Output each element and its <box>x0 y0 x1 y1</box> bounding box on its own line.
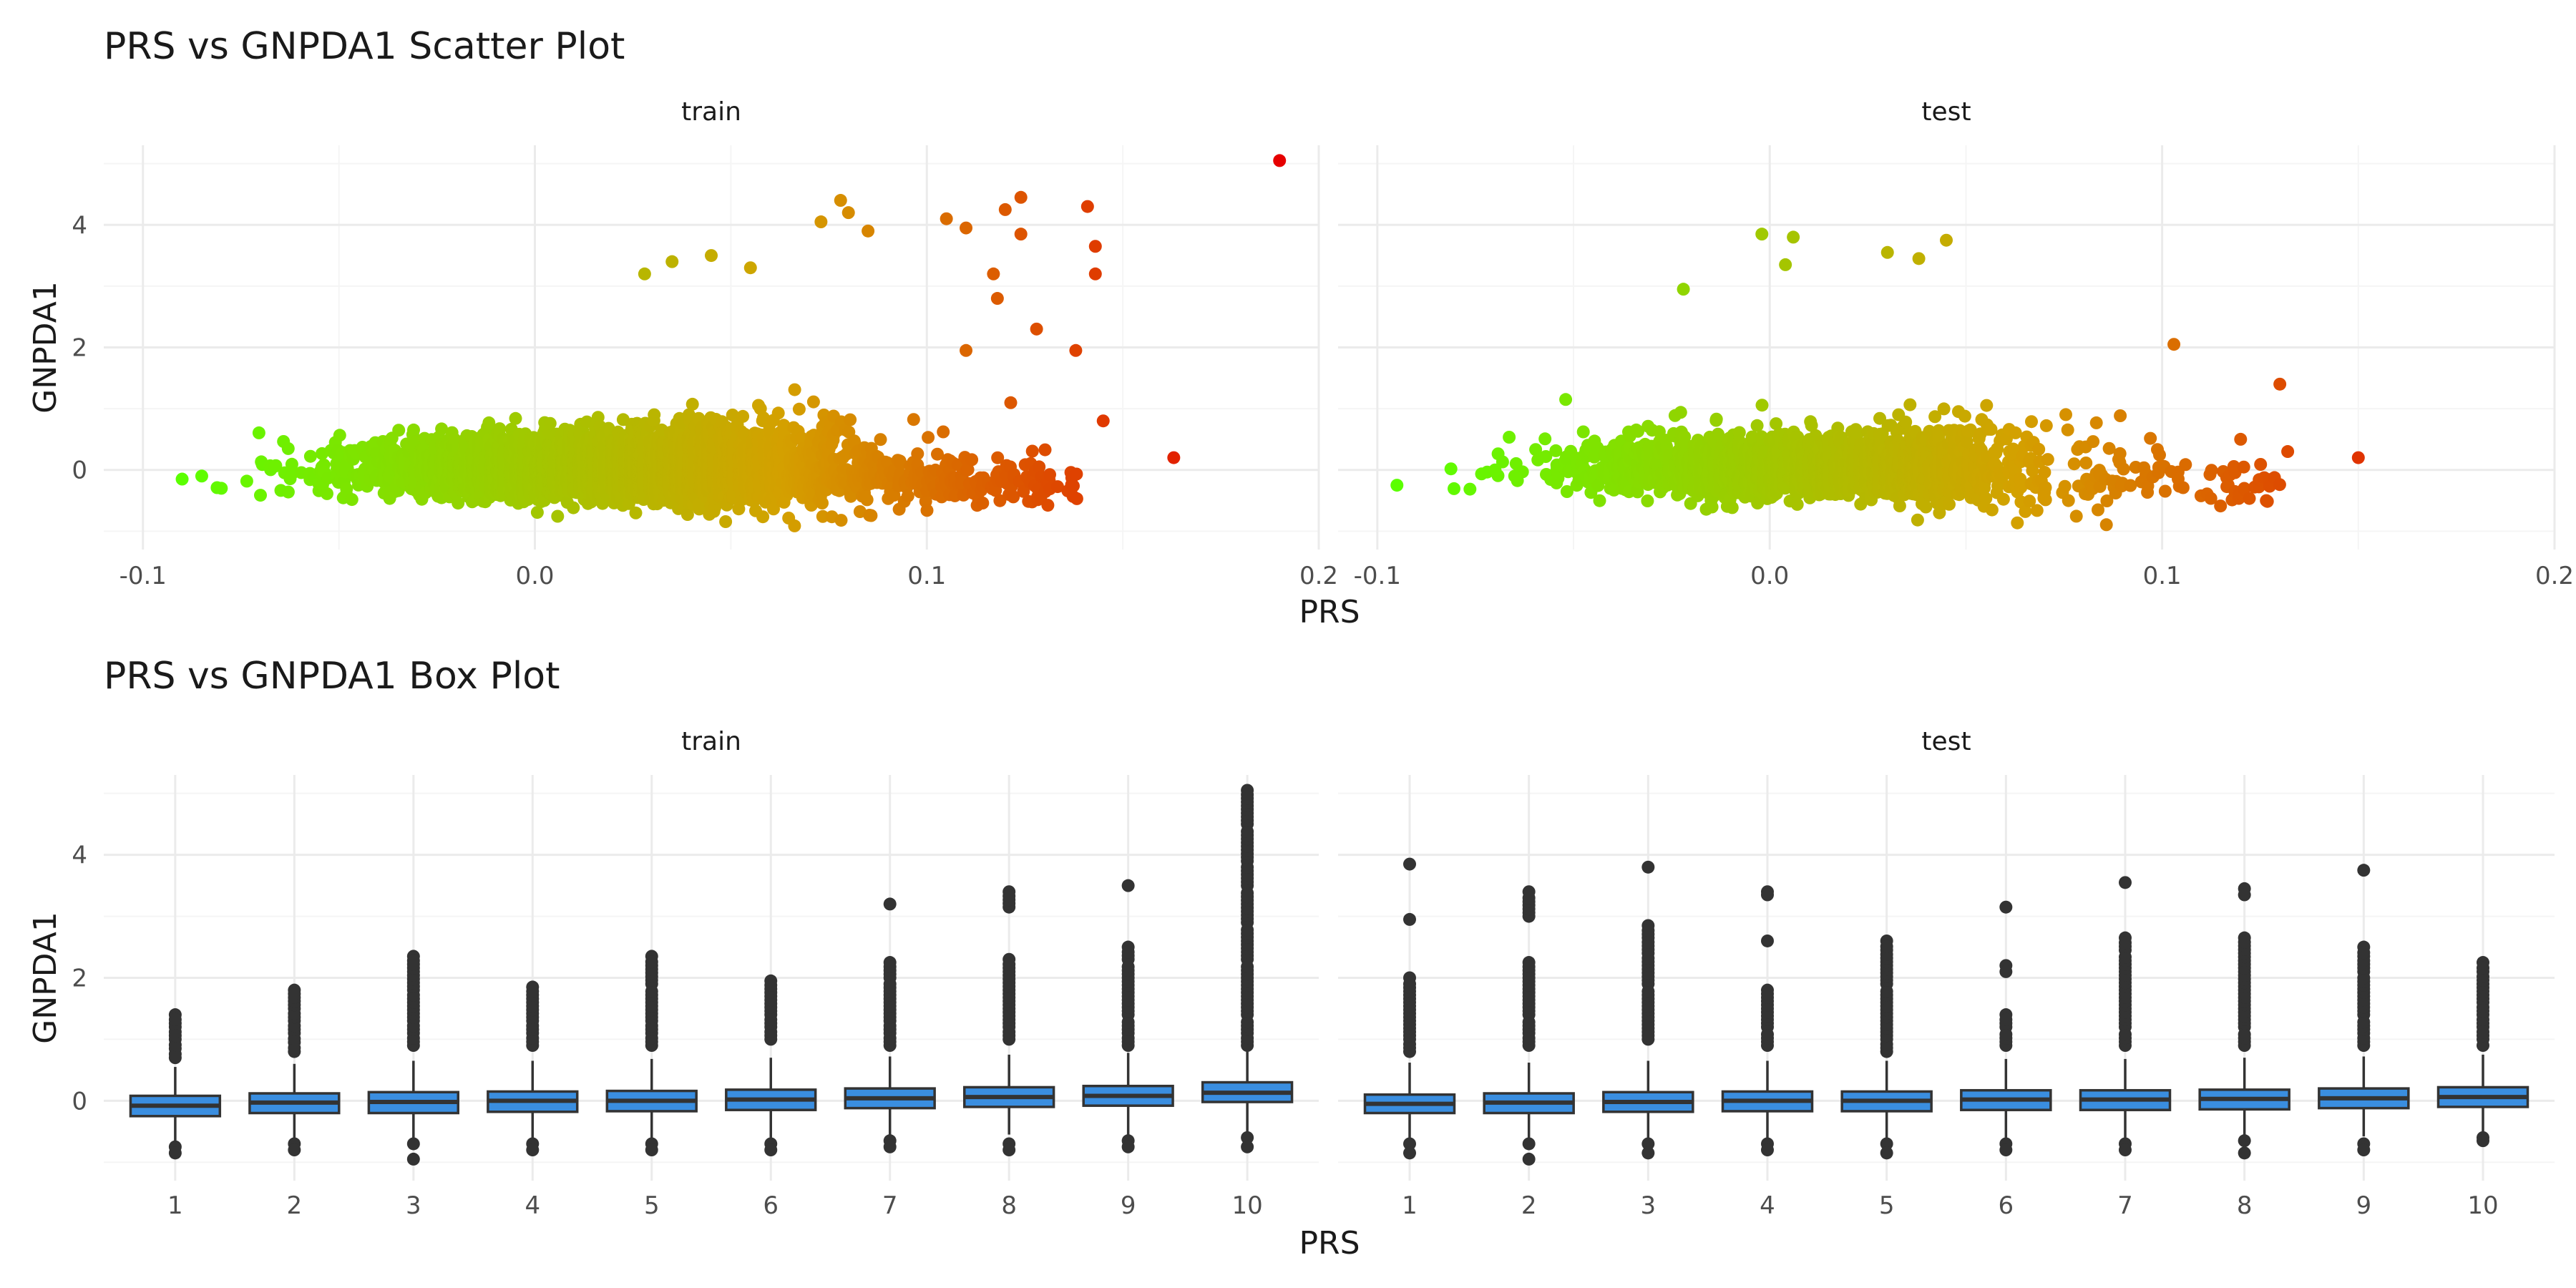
point-cloud-train <box>175 154 1287 532</box>
scatter-point <box>719 515 733 528</box>
scatter-point <box>543 416 557 430</box>
scatter-point <box>736 409 750 423</box>
scatter-point <box>240 474 253 488</box>
scatter-point <box>509 411 522 425</box>
scatter-point <box>340 482 353 496</box>
scatter-point <box>252 426 265 439</box>
scatter-point <box>756 510 770 524</box>
scatter-point <box>254 489 267 502</box>
scatter-point <box>303 449 317 463</box>
scatter-point <box>321 487 333 500</box>
scatter-point <box>333 429 346 442</box>
scatter-point <box>771 406 785 420</box>
scatter-point <box>452 497 465 510</box>
scatter-point <box>788 519 801 532</box>
scatter-point <box>629 506 643 519</box>
scatter-point <box>648 408 661 421</box>
scatter-point <box>435 422 449 436</box>
scatter-panel-train <box>104 145 1320 550</box>
scatter-point <box>281 441 295 455</box>
chart-title-box: PRS vs GNPDA1 Box Plot <box>104 655 560 698</box>
scatter-point <box>281 485 295 499</box>
scatter-point <box>788 383 801 396</box>
scatter-point <box>551 509 565 523</box>
scatter-point <box>269 459 283 472</box>
scatter-point <box>345 493 358 507</box>
scatter-point <box>392 424 406 437</box>
scatter-point <box>567 501 580 514</box>
chart-title-scatter: PRS vs GNPDA1 Scatter Plot <box>104 25 625 68</box>
scatter-point <box>686 397 699 411</box>
scatter-point <box>792 402 806 416</box>
scatter-point <box>407 423 420 436</box>
